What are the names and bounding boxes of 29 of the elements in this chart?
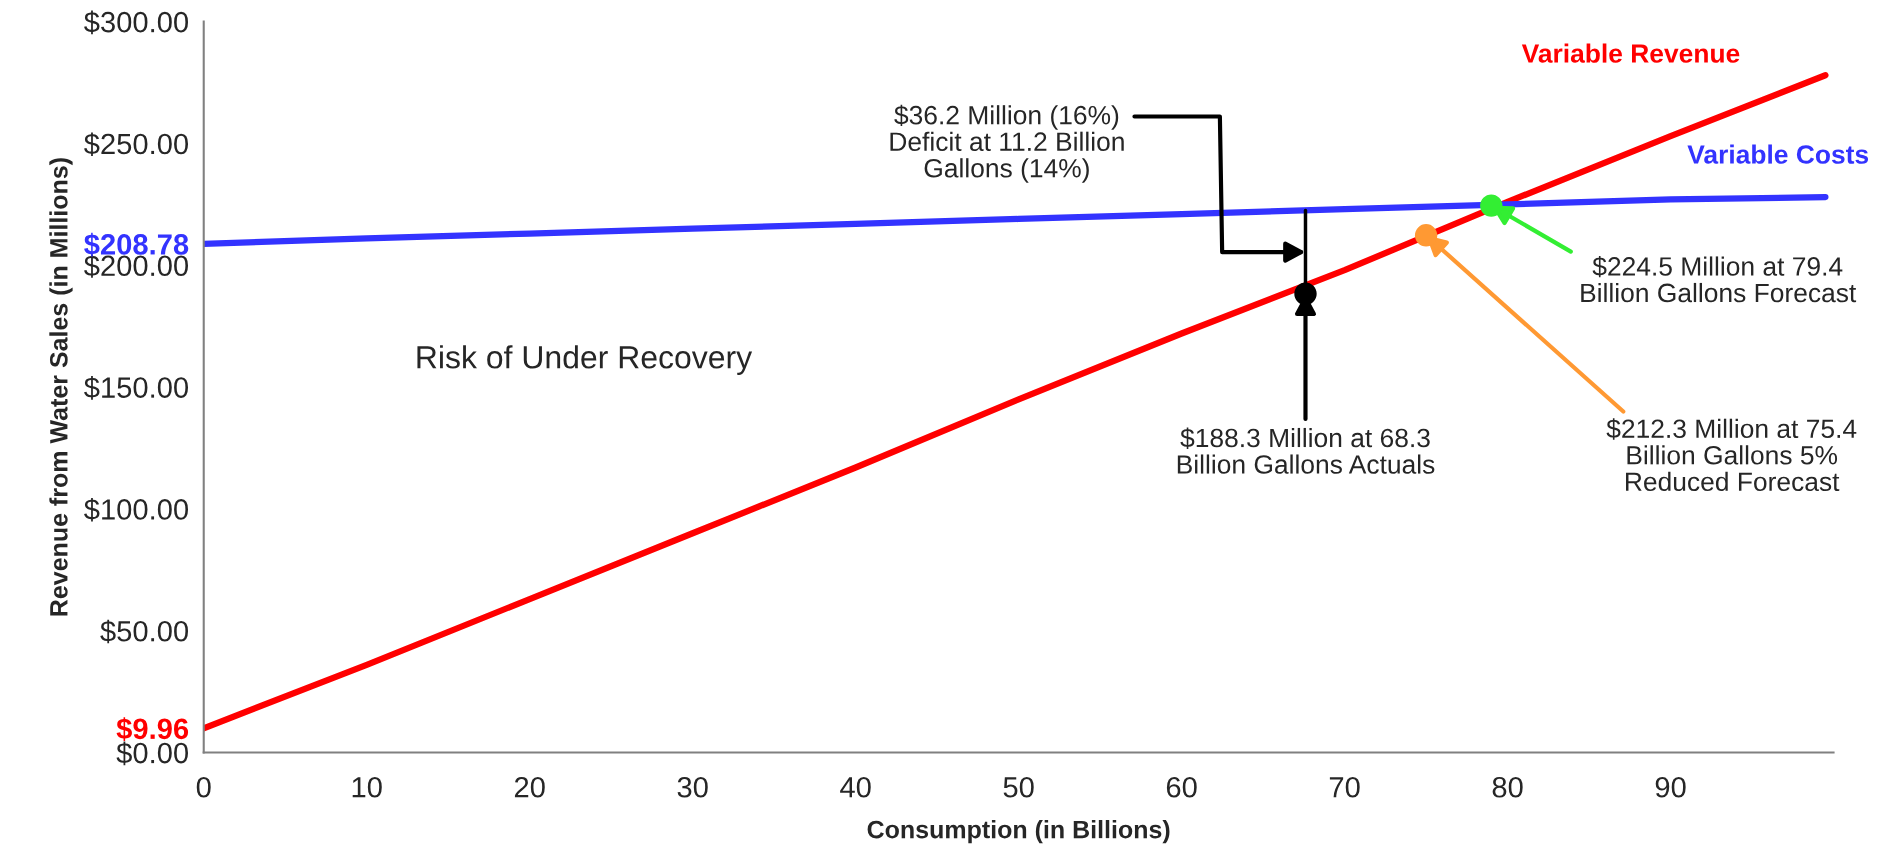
x-tick-label: 30 (677, 776, 708, 798)
x-tick-label: 40 (840, 776, 871, 798)
x-tick-label: 80 (1492, 776, 1523, 798)
series-label: Variable Revenue (1521, 43, 1740, 63)
x-tick-label: 10 (352, 776, 382, 798)
y-tick-label: $250.00 (84, 132, 189, 157)
annotation: $36.2 Million (16%) Deficit at 11.2 Billion Gallons (14%) (890, 104, 1124, 183)
annotation: $224.5 Million at 79.4 Billion Gallons Forecast (1581, 256, 1857, 303)
annotation: $188.3 Million at 68.3 Billion Gallons Actuals (1177, 427, 1435, 474)
y-axis-title: Revenue from Water Sales (in Millions) (49, 158, 73, 616)
x-axis-title: Consumption (in Billions) (867, 820, 1170, 844)
point (1480, 194, 1503, 217)
x-tick-label: 0 (196, 776, 211, 798)
point (1414, 224, 1438, 247)
y-tick-label: $0.00 (116, 741, 189, 766)
y-tick-label: $100.00 (84, 497, 189, 522)
y-tick-label: $50.00 (100, 619, 189, 644)
annotation: $212.3 Million at 75.4 Billion Gallons 5% Reduced Forecast (1606, 418, 1857, 492)
y-tick-label: $150.00 (84, 376, 189, 400)
annotation: Risk of Under Recovery (417, 345, 753, 375)
point (1294, 282, 1317, 305)
x-tick-label: 20 (514, 776, 545, 798)
y-tick-label: $300.00 (84, 10, 189, 35)
y-tick-label: $9.96 (116, 717, 189, 742)
x-tick-label: 90 (1655, 776, 1686, 798)
x-tick-label: 70 (1329, 776, 1360, 798)
x-tick-label: 60 (1166, 776, 1197, 798)
x-tick-label: 50 (1003, 776, 1034, 798)
series-label: Variable Costs (1687, 144, 1869, 164)
